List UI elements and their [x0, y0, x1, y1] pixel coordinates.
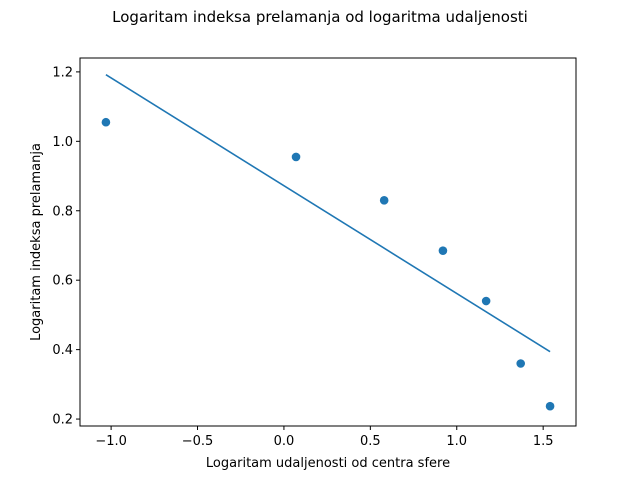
x-tick-label: 0.0	[274, 434, 295, 449]
y-tick-label: 0.2	[52, 413, 73, 428]
y-tick-label: 1.0	[52, 135, 73, 150]
axis-ticks: −1.0 −0.5 0.0 0.5 1.0 1.5 0.2 0.4 0.6 0.8 1.0 1.2	[52, 65, 553, 449]
x-tick-label: 0.5	[360, 434, 381, 449]
chart-title: Logaritam indeksa prelamanja od logaritm…	[112, 8, 528, 26]
data-point	[379, 196, 389, 205]
x-tick-label: 1.0	[446, 434, 467, 449]
y-tick-label: 0.4	[52, 343, 73, 358]
y-tick-label: 0.8	[52, 204, 73, 219]
data-point	[516, 359, 525, 368]
x-tick-label: −1.0	[95, 434, 127, 449]
y-tick-label: 0.6	[52, 274, 73, 289]
data-point	[481, 296, 491, 306]
fit-line	[105, 73, 551, 353]
data-point	[101, 117, 111, 127]
data-point	[291, 152, 301, 162]
data-marks	[101, 73, 555, 411]
y-axis-label: Logaritam indeksa prelamanja	[29, 143, 44, 341]
data-point	[438, 246, 448, 255]
y-tick-label: 1.2	[52, 65, 73, 80]
axes-frame	[79, 57, 577, 427]
x-tick-label: −0.5	[182, 434, 214, 449]
x-tick-label: 1.5	[533, 434, 554, 449]
x-axis-label: Logaritam udaljenosti od centra sfere	[206, 456, 450, 471]
data-point	[545, 401, 555, 411]
